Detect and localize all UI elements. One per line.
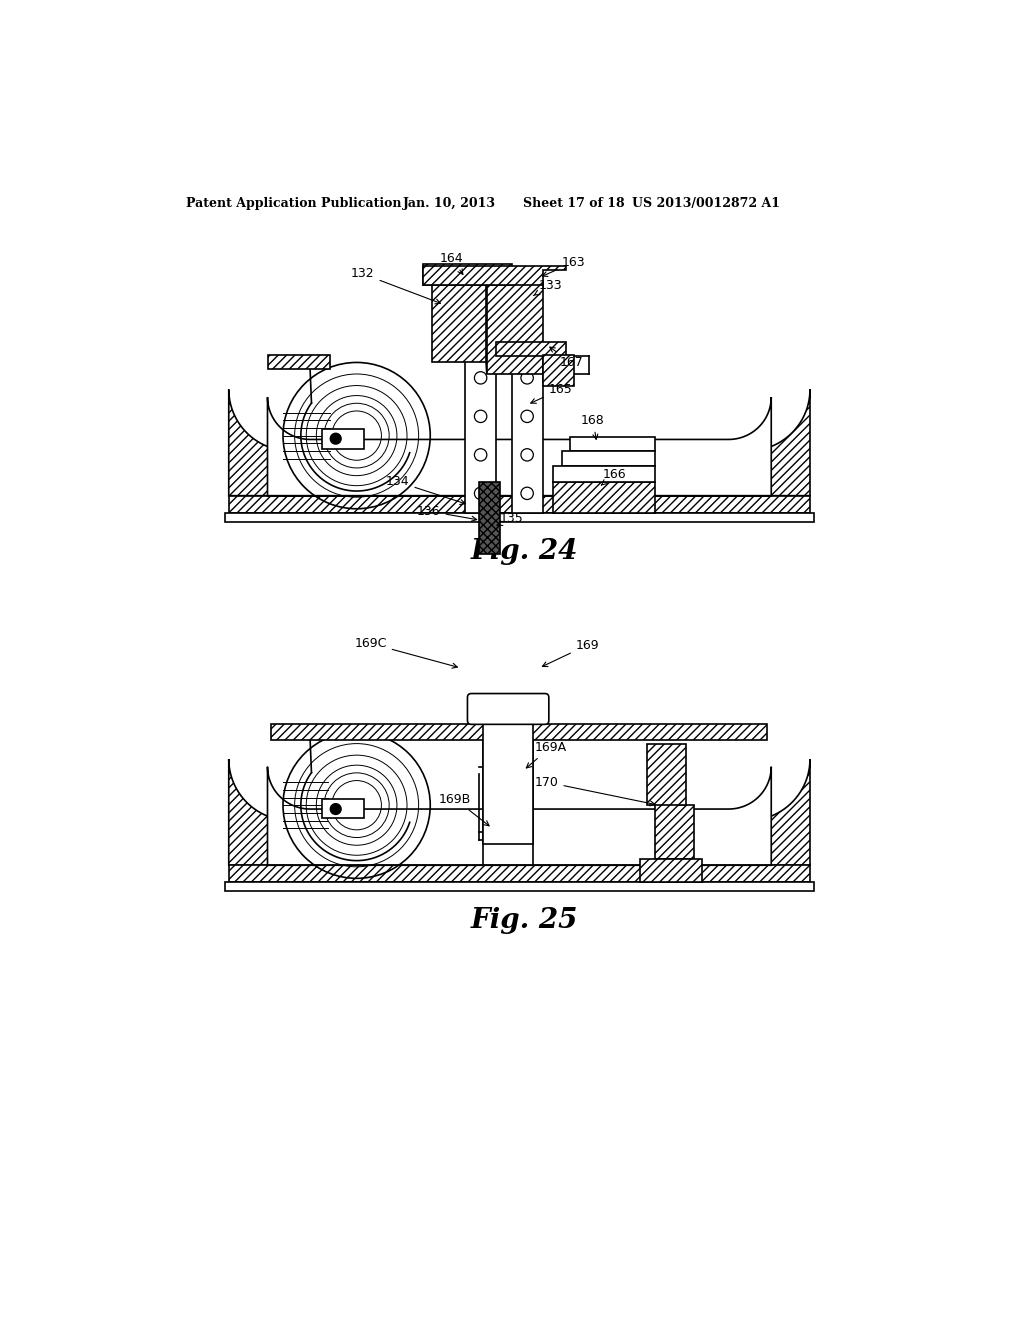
Polygon shape bbox=[228, 389, 810, 496]
Text: 134: 134 bbox=[386, 475, 465, 504]
Bar bbox=[512, 343, 543, 512]
Bar bbox=[322, 799, 365, 818]
Text: Jan. 10, 2013: Jan. 10, 2013 bbox=[403, 197, 496, 210]
Text: US 2013/0012872 A1: US 2013/0012872 A1 bbox=[632, 197, 779, 210]
Text: Patent Application Publication: Patent Application Publication bbox=[186, 197, 401, 210]
Text: 165: 165 bbox=[530, 383, 572, 404]
Text: 163: 163 bbox=[543, 256, 586, 276]
Text: 166: 166 bbox=[601, 467, 627, 486]
Bar bbox=[271, 725, 767, 739]
Text: 169A: 169A bbox=[526, 741, 566, 768]
Text: Sheet 17 of 18: Sheet 17 of 18 bbox=[523, 197, 625, 210]
Text: 136: 136 bbox=[417, 504, 476, 521]
Text: 169C: 169C bbox=[354, 638, 458, 668]
Bar bbox=[267, 355, 330, 368]
Bar bbox=[569, 437, 655, 451]
Bar bbox=[228, 866, 810, 882]
Bar bbox=[562, 451, 655, 466]
Bar bbox=[647, 743, 686, 805]
Polygon shape bbox=[423, 267, 566, 285]
Bar bbox=[479, 482, 500, 554]
Bar bbox=[228, 496, 810, 512]
Bar bbox=[423, 264, 512, 285]
Polygon shape bbox=[267, 397, 771, 496]
FancyBboxPatch shape bbox=[467, 693, 549, 725]
Bar bbox=[543, 355, 573, 385]
Bar bbox=[553, 482, 655, 512]
Bar bbox=[483, 725, 534, 843]
Text: 170: 170 bbox=[535, 776, 655, 805]
Circle shape bbox=[331, 804, 341, 814]
Text: 169: 169 bbox=[543, 639, 599, 667]
Text: 135: 135 bbox=[497, 512, 523, 525]
Text: 167: 167 bbox=[550, 347, 584, 370]
Text: Fig. 25: Fig. 25 bbox=[471, 907, 579, 935]
Bar bbox=[322, 429, 365, 449]
Polygon shape bbox=[432, 267, 486, 363]
Text: 169B: 169B bbox=[439, 792, 489, 826]
Circle shape bbox=[331, 433, 341, 444]
Text: Fig. 24: Fig. 24 bbox=[471, 537, 579, 565]
Bar bbox=[553, 466, 655, 482]
Polygon shape bbox=[655, 789, 693, 859]
Text: 164: 164 bbox=[440, 252, 464, 275]
Text: 168: 168 bbox=[582, 413, 605, 440]
Polygon shape bbox=[267, 767, 771, 866]
Bar bbox=[225, 512, 814, 521]
Bar bbox=[496, 342, 566, 356]
Text: 133: 133 bbox=[534, 279, 562, 296]
Bar bbox=[465, 343, 496, 512]
Text: 132: 132 bbox=[351, 268, 440, 304]
Polygon shape bbox=[486, 281, 543, 374]
Bar bbox=[225, 882, 814, 891]
Bar bbox=[640, 859, 701, 882]
Polygon shape bbox=[228, 759, 810, 866]
